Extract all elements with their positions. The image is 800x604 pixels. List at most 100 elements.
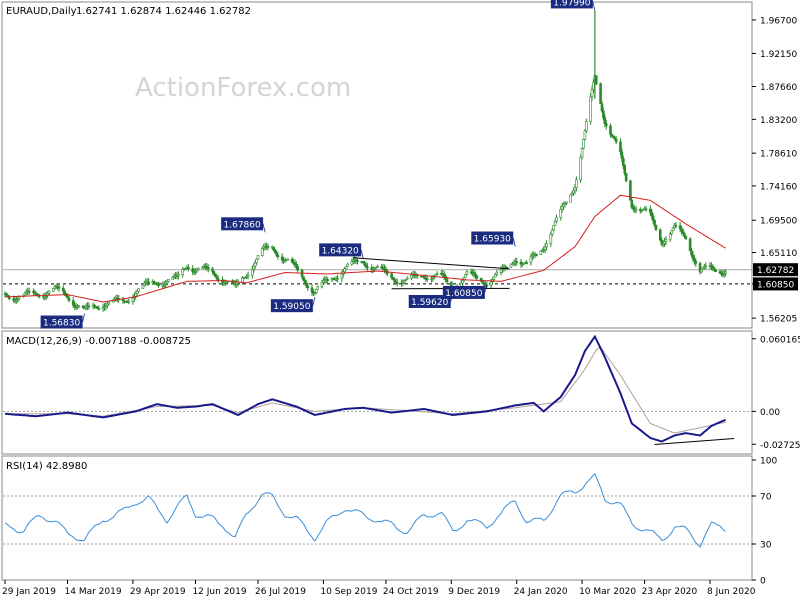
candle-body — [167, 279, 169, 281]
candle-body — [327, 280, 329, 281]
price-panel: 1.562051.608501.651101.695001.741601.786… — [3, 0, 798, 329]
candle-body — [675, 225, 677, 226]
candle-body — [544, 247, 546, 250]
candle-body — [88, 306, 90, 307]
candle-body — [148, 282, 150, 283]
candle-body — [192, 269, 194, 272]
candle-body — [287, 259, 289, 260]
candle-body — [725, 272, 727, 273]
candle-body — [5, 293, 7, 295]
candle-body — [651, 212, 653, 216]
macd-main-line — [5, 337, 726, 442]
chart-ohlc: 1.62741 1.62874 1.62446 1.62782 — [76, 6, 251, 17]
candle-body — [610, 126, 612, 135]
price-ytick-label: 1.69500 — [760, 217, 797, 227]
candle-body — [649, 209, 651, 212]
candle-body — [138, 289, 140, 291]
candle-body — [585, 122, 587, 131]
candle-body — [619, 142, 621, 152]
annotation-leader — [263, 224, 265, 233]
price-ytick-label: 1.65110 — [760, 249, 797, 259]
annotation-label: 1.56830 — [43, 319, 80, 329]
candle-body — [136, 291, 138, 293]
candle-body — [187, 267, 189, 269]
candle-body — [635, 209, 637, 210]
candle-body — [516, 261, 518, 262]
candle-body — [580, 157, 582, 180]
candle-body — [672, 228, 674, 231]
candle-body — [582, 139, 584, 148]
macd-signal-line — [5, 347, 726, 433]
candle-body — [700, 270, 702, 272]
candle-body — [68, 298, 70, 301]
candle-body — [565, 202, 567, 203]
x-tick-label: 29 Apr 2019 — [130, 587, 186, 597]
candle-body — [217, 279, 219, 280]
rsi-line — [5, 474, 726, 547]
candle-body — [344, 269, 346, 272]
rsi-label: RSI(14) 42.8980 — [6, 461, 87, 472]
candle-body — [213, 271, 215, 274]
candle-body — [426, 279, 428, 280]
candle-body — [679, 226, 681, 229]
candle-body — [695, 261, 697, 263]
candle-body — [98, 308, 100, 309]
candle-body — [72, 301, 74, 306]
x-tick-label: 23 Apr 2020 — [642, 587, 698, 597]
candle-body — [321, 282, 323, 287]
candle-body — [254, 263, 256, 266]
candle-body — [584, 131, 586, 140]
candle-body — [506, 267, 508, 268]
price-ytick-label: 1.74160 — [760, 182, 797, 192]
candle-body — [654, 220, 656, 225]
candle-body — [214, 274, 216, 277]
candle-body — [275, 253, 277, 255]
candle-body — [391, 274, 393, 278]
candle-body — [500, 270, 502, 273]
price-panel-frame — [2, 2, 752, 328]
moving-average-line — [5, 195, 726, 302]
candle-body — [693, 258, 695, 261]
candle-body — [581, 148, 583, 157]
candle-body — [689, 239, 691, 251]
candle-body — [600, 84, 602, 104]
x-tick-label: 24 Jan 2020 — [514, 587, 568, 597]
price-ytick-label: 1.92150 — [760, 50, 797, 60]
candle-body — [615, 139, 617, 141]
rsi-panel-frame — [2, 456, 752, 580]
candle-body — [622, 158, 624, 165]
candle-body — [554, 221, 556, 225]
candle-body — [466, 272, 468, 275]
rsi-ytick-label: 0 — [760, 577, 766, 587]
candle-body — [277, 255, 279, 257]
candle-body — [590, 97, 592, 122]
candle-body — [671, 231, 673, 234]
candle-body — [52, 289, 54, 292]
candle-body — [560, 209, 562, 217]
candle-body — [496, 272, 498, 274]
candle-body — [553, 225, 555, 229]
candle-body — [659, 230, 661, 240]
candle-body — [8, 297, 10, 299]
candle-body — [493, 277, 495, 280]
annotation-label: 1.60850 — [445, 289, 482, 299]
candle-body — [555, 217, 557, 221]
candle-body — [530, 257, 532, 263]
candle-body — [58, 287, 60, 288]
candle-body — [691, 251, 693, 255]
candle-body — [595, 76, 597, 84]
candle-body — [64, 291, 66, 293]
candle-body — [337, 278, 339, 279]
price-ytick-label: 1.83200 — [760, 116, 797, 126]
candle-body — [28, 291, 30, 292]
candle-body — [406, 278, 408, 279]
candle-body — [625, 173, 627, 181]
candle-body — [18, 297, 20, 299]
candle-body — [128, 302, 130, 303]
candle-body — [351, 261, 353, 264]
candle-body — [305, 283, 307, 286]
candle-body — [546, 244, 548, 247]
